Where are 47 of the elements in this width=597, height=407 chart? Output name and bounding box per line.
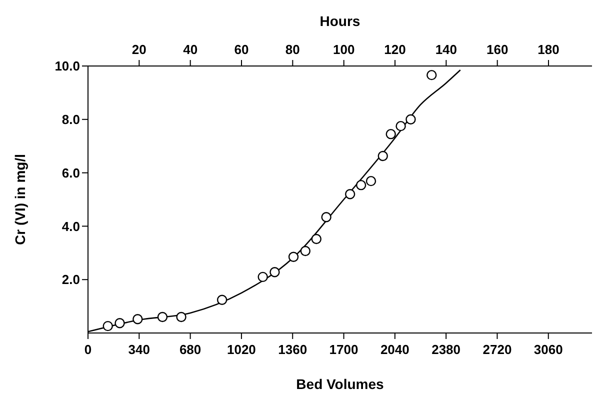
point xyxy=(356,180,366,190)
x2-tick-label: 160 xyxy=(486,42,508,57)
point xyxy=(216,294,228,305)
x-tick-label: 1020 xyxy=(226,342,256,357)
x-tick-label: 3060 xyxy=(534,342,563,357)
x-tick-label: 340 xyxy=(128,342,150,357)
x-tick-label: 680 xyxy=(179,342,202,357)
point xyxy=(270,267,280,278)
y-tick-label: 4.0 xyxy=(62,218,80,234)
y-tick-label: 10.0 xyxy=(54,58,80,74)
point xyxy=(366,176,376,186)
x2-axis-title: Hours xyxy=(320,12,360,29)
x-tick-label: 2040 xyxy=(380,342,410,357)
x-tick-label: 1360 xyxy=(278,342,308,357)
point xyxy=(157,312,168,322)
point xyxy=(426,70,437,80)
x2-tick-label: 20 xyxy=(132,42,146,57)
x-tick-label: 0 xyxy=(84,342,92,357)
point xyxy=(114,318,125,328)
point xyxy=(378,150,388,162)
point xyxy=(300,246,310,256)
point xyxy=(321,212,332,222)
x2-tick-label: 60 xyxy=(234,42,249,57)
point xyxy=(396,120,406,132)
x-axis-title: Bed Volumes xyxy=(296,376,384,392)
y-axis-title: Cr (VI) in mg/l xyxy=(12,154,28,245)
x2-tick-label: 80 xyxy=(285,42,300,57)
x-tick-label: 1700 xyxy=(329,342,358,357)
y-tick-label: 8.0 xyxy=(62,112,80,128)
point xyxy=(406,114,416,124)
x-tick-label: 2720 xyxy=(482,342,512,357)
x2-tick-label: 40 xyxy=(183,42,198,57)
x2-tick-label: 120 xyxy=(384,42,406,57)
point xyxy=(344,189,356,200)
point xyxy=(102,320,113,332)
point xyxy=(311,234,322,244)
point xyxy=(176,312,186,322)
x2-tick-label: 140 xyxy=(435,42,458,57)
y-tick-label: 2.0 xyxy=(62,272,80,288)
x-tick-label: 2380 xyxy=(432,342,461,357)
y-tick-label: 6.0 xyxy=(62,165,80,180)
point xyxy=(386,128,396,140)
x2-tick-label: 100 xyxy=(332,42,355,57)
point xyxy=(258,272,268,282)
point xyxy=(132,314,143,324)
point xyxy=(288,252,299,262)
x2-tick-label: 180 xyxy=(538,42,560,57)
